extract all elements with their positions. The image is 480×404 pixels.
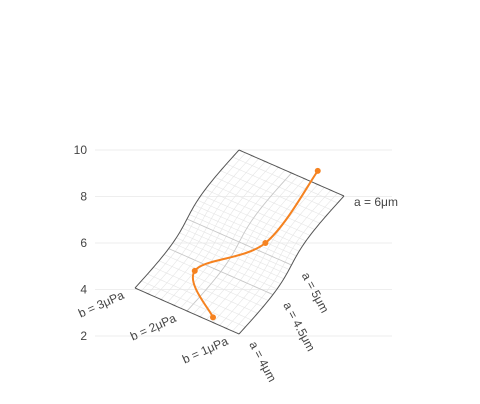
- a-axis-label: a = 4μm: [246, 339, 279, 384]
- y-tick-label: 2: [80, 329, 87, 343]
- plot-gridlines: [95, 149, 392, 337]
- y-tick-label: 10: [74, 143, 88, 157]
- trace-line: [191, 170, 319, 318]
- y-tick-label: 4: [80, 283, 87, 297]
- carpet-major-b-line: [186, 172, 292, 312]
- carpet-edge: [134, 149, 240, 289]
- data-point[interactable]: [210, 314, 216, 321]
- carpet-edge: [134, 287, 240, 335]
- y-axis-ticks: 2 4 6 8 10: [74, 143, 88, 343]
- a-axis-label: a = 6μm: [354, 195, 398, 209]
- data-point[interactable]: [262, 240, 269, 246]
- b-axis-label: b = 2μPa: [128, 311, 178, 344]
- carpet-surface: [134, 149, 345, 335]
- carpet-edge: [238, 195, 345, 335]
- a-axis-label: a = 4.5μm: [280, 299, 318, 353]
- b-axis-label: b = 1μPa: [180, 334, 230, 367]
- y-tick-label: 6: [80, 236, 87, 250]
- data-trace: [191, 167, 321, 321]
- carpet-edge: [238, 149, 345, 197]
- data-point[interactable]: [191, 267, 198, 274]
- data-point[interactable]: [314, 167, 321, 174]
- y-tick-label: 8: [80, 190, 87, 204]
- a-axis-label: a = 5μm: [299, 270, 332, 315]
